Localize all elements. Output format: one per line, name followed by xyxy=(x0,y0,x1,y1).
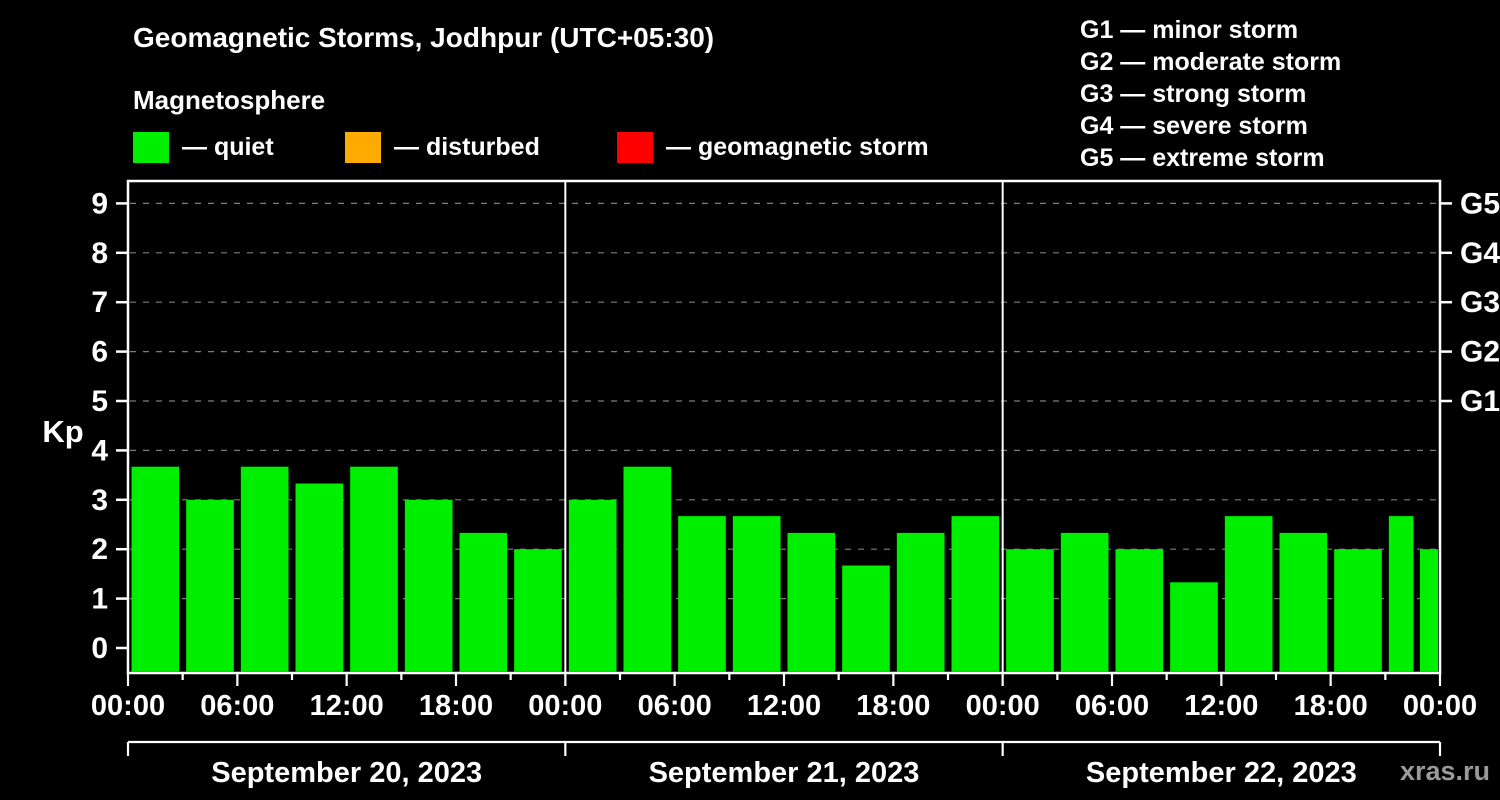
quiet-label: — quiet xyxy=(182,133,274,161)
g-level-label: G3 xyxy=(1460,286,1500,319)
g-level-label: G1 xyxy=(1460,385,1500,418)
y-tick-label: 7 xyxy=(91,286,108,319)
y-tick-label: 4 xyxy=(91,434,108,467)
storm-scale-g4: G4 — severe storm xyxy=(1080,112,1308,140)
x-tick-label: 00:00 xyxy=(966,690,1040,722)
y-tick-label: 5 xyxy=(91,385,108,418)
kp-bar xyxy=(732,516,781,672)
kp-bar xyxy=(1224,516,1273,672)
kp-bar xyxy=(1170,582,1218,672)
kp-bar xyxy=(1334,549,1382,672)
storm-scale-g2: G2 — moderate storm xyxy=(1080,48,1342,76)
kp-bar xyxy=(350,466,398,672)
g-level-label: G4 xyxy=(1460,237,1500,270)
storm-scale-g1: G1 — minor storm xyxy=(1080,16,1299,44)
x-tick-label: 00:00 xyxy=(1403,690,1477,722)
kp-bar xyxy=(186,499,234,672)
y-tick-label: 0 xyxy=(91,632,108,665)
kp-bar xyxy=(514,549,562,672)
kp-bar xyxy=(1006,549,1054,672)
x-tick-label: 18:00 xyxy=(419,690,493,722)
storm-scale-g5: G5 — extreme storm xyxy=(1080,144,1325,172)
storm-color-swatch xyxy=(617,132,653,163)
storm-label: — geomagnetic storm xyxy=(666,133,929,161)
kp-bar xyxy=(678,516,726,672)
kp-bar xyxy=(896,532,945,672)
legend-item-disturbed: — disturbed xyxy=(345,132,540,163)
kp-bar xyxy=(1115,549,1164,672)
x-tick-label: 06:00 xyxy=(638,690,712,722)
kp-bar-partial xyxy=(1420,549,1438,672)
kp-bar xyxy=(787,532,836,672)
kp-bar xyxy=(1388,516,1414,672)
y-axis-label: Kp xyxy=(42,414,83,449)
x-tick-label: 00:00 xyxy=(528,690,602,722)
x-tick-label: 18:00 xyxy=(1294,690,1368,722)
kp-bar xyxy=(131,466,180,672)
x-tick-label: 06:00 xyxy=(1075,690,1149,722)
date-label: September 20, 2023 xyxy=(211,757,482,789)
legend-item-storm: — geomagnetic storm xyxy=(617,132,929,163)
y-tick-label: 8 xyxy=(91,237,108,270)
watermark: xras.ru xyxy=(1399,756,1490,786)
kp-bar xyxy=(1060,532,1109,672)
x-tick-label: 00:00 xyxy=(91,690,165,722)
storm-scale-legend: G1 — minor storm G2 — moderate storm G3 … xyxy=(1080,14,1341,174)
y-tick-label: 2 xyxy=(91,533,108,566)
kp-bar xyxy=(568,499,617,672)
quiet-color-swatch xyxy=(133,132,169,163)
disturbed-color-swatch xyxy=(345,132,381,163)
date-label: September 21, 2023 xyxy=(649,757,920,789)
kp-bar xyxy=(1279,532,1328,672)
x-tick-label: 18:00 xyxy=(856,690,930,722)
x-tick-label: 12:00 xyxy=(310,690,384,722)
magnetosphere-label: Magnetosphere xyxy=(133,85,326,115)
kp-bar xyxy=(240,466,289,672)
kp-bar xyxy=(951,516,1000,672)
disturbed-label: — disturbed xyxy=(394,133,540,161)
x-tick-label: 12:00 xyxy=(747,690,821,722)
y-tick-label: 3 xyxy=(91,484,108,517)
date-label: September 22, 2023 xyxy=(1086,757,1357,789)
legend-item-quiet: — quiet xyxy=(133,132,274,163)
kp-bar xyxy=(623,466,672,672)
y-tick-label: 6 xyxy=(91,336,108,369)
kp-bar xyxy=(404,499,453,672)
g-level-label: G2 xyxy=(1460,336,1500,369)
chart-title: Geomagnetic Storms, Jodhpur (UTC+05:30) xyxy=(133,22,715,53)
g-level-label: G5 xyxy=(1460,187,1500,220)
y-tick-label: 9 xyxy=(91,187,108,220)
y-tick-label: 1 xyxy=(91,583,108,616)
kp-bar xyxy=(459,532,508,672)
x-tick-label: 12:00 xyxy=(1184,690,1258,722)
x-tick-label: 06:00 xyxy=(200,690,274,722)
kp-bar xyxy=(295,483,344,672)
kp-bar xyxy=(842,565,890,672)
storm-scale-g3: G3 — strong storm xyxy=(1080,80,1307,108)
